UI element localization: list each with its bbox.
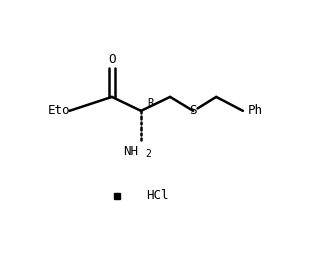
Text: 2: 2 [145,149,151,159]
Text: Eto: Eto [47,104,70,117]
Text: S: S [189,104,197,117]
Text: HCl: HCl [146,189,168,202]
Text: NH: NH [124,145,139,158]
Text: R: R [147,98,153,108]
Text: Ph: Ph [248,104,263,117]
Text: O: O [108,53,115,66]
